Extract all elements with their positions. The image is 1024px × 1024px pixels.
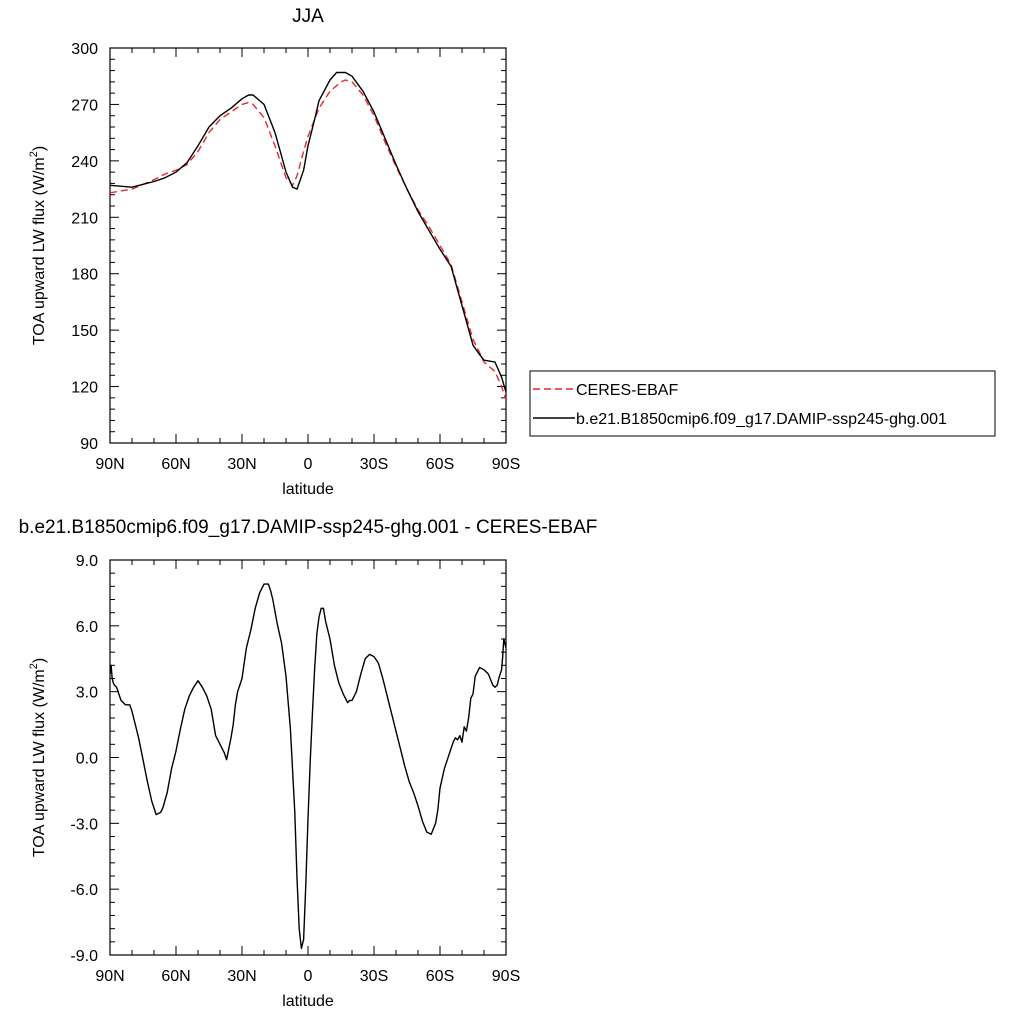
y-tick-label: -9.0 [70, 948, 98, 965]
series-line-1 [110, 79, 506, 400]
y-tick-label: 90 [80, 436, 98, 453]
chart-title: b.e21.B1850cmip6.f09_g17.DAMIP-ssp245-gh… [19, 517, 598, 538]
x-tick-label: 90S [492, 968, 520, 985]
x-tick-label: 0 [304, 968, 313, 985]
plot-frame [109, 47, 507, 444]
plot-frame [109, 559, 507, 956]
y-tick-label: 9.0 [76, 553, 98, 570]
legend-entry: CERES-EBAF [576, 382, 678, 399]
y-axis-label: TOA upward LW flux (W/m2) [28, 658, 48, 857]
y-axis-label-close: ) [31, 658, 48, 663]
y-tick-label: 150 [71, 323, 98, 340]
legend-box [529, 370, 996, 437]
y-tick-label: -6.0 [70, 882, 98, 899]
x-tick-label: 60S [426, 456, 454, 473]
chart-top: JJA 90N 60N 30N 0 30S 60S 90S 300 270 240 210 180 150… [28, 6, 996, 498]
x-tick-label: 0 [304, 456, 313, 473]
x-tick-label: 30N [227, 456, 256, 473]
x-tick-label: 30S [360, 456, 388, 473]
series-line-2 [110, 71, 506, 393]
y-axis-label-superscript: 2 [28, 663, 40, 669]
legend-entry: b.e21.B1850cmip6.f09_g17.DAMIP-ssp245-gh… [576, 411, 947, 428]
x-tick-label: 30S [360, 968, 388, 985]
y-tick-label: 6.0 [76, 619, 98, 636]
y-tick-label: 210 [71, 210, 98, 227]
x-axis-label: latitude [282, 481, 334, 498]
y-tick-label: 270 [71, 97, 98, 114]
series-line-1 [110, 583, 506, 950]
x-tick-label: 30N [227, 968, 256, 985]
x-tick-label: 90N [95, 456, 124, 473]
y-tick-label: 0.0 [76, 751, 98, 768]
y-axis-label-superscript: 2 [28, 151, 40, 157]
y-tick-label: -3.0 [70, 816, 98, 833]
x-tick-label: 60S [426, 968, 454, 985]
y-axis-label-main: TOA upward LW flux (W/m [31, 157, 48, 345]
x-tick-label: 60N [161, 456, 190, 473]
y-tick-label: 180 [71, 267, 98, 284]
y-tick-label: 240 [71, 154, 98, 171]
y-axis-label-main: TOA upward LW flux (W/m [31, 669, 48, 857]
x-tick-label: 90S [492, 456, 520, 473]
chart-bottom: b.e21.B1850cmip6.f09_g17.DAMIP-ssp245-gh… [19, 517, 598, 1010]
x-axis-label: latitude [282, 993, 334, 1010]
y-tick-label: 300 [71, 41, 98, 58]
chart-title: JJA [292, 6, 324, 27]
y-tick-label: 3.0 [76, 685, 98, 702]
x-tick-label: 60N [161, 968, 190, 985]
y-tick-label: 120 [71, 380, 98, 397]
y-axis-label: TOA upward LW flux (W/m2) [28, 146, 48, 345]
x-tick-label: 90N [95, 968, 124, 985]
y-axis-label-close: ) [31, 146, 48, 151]
